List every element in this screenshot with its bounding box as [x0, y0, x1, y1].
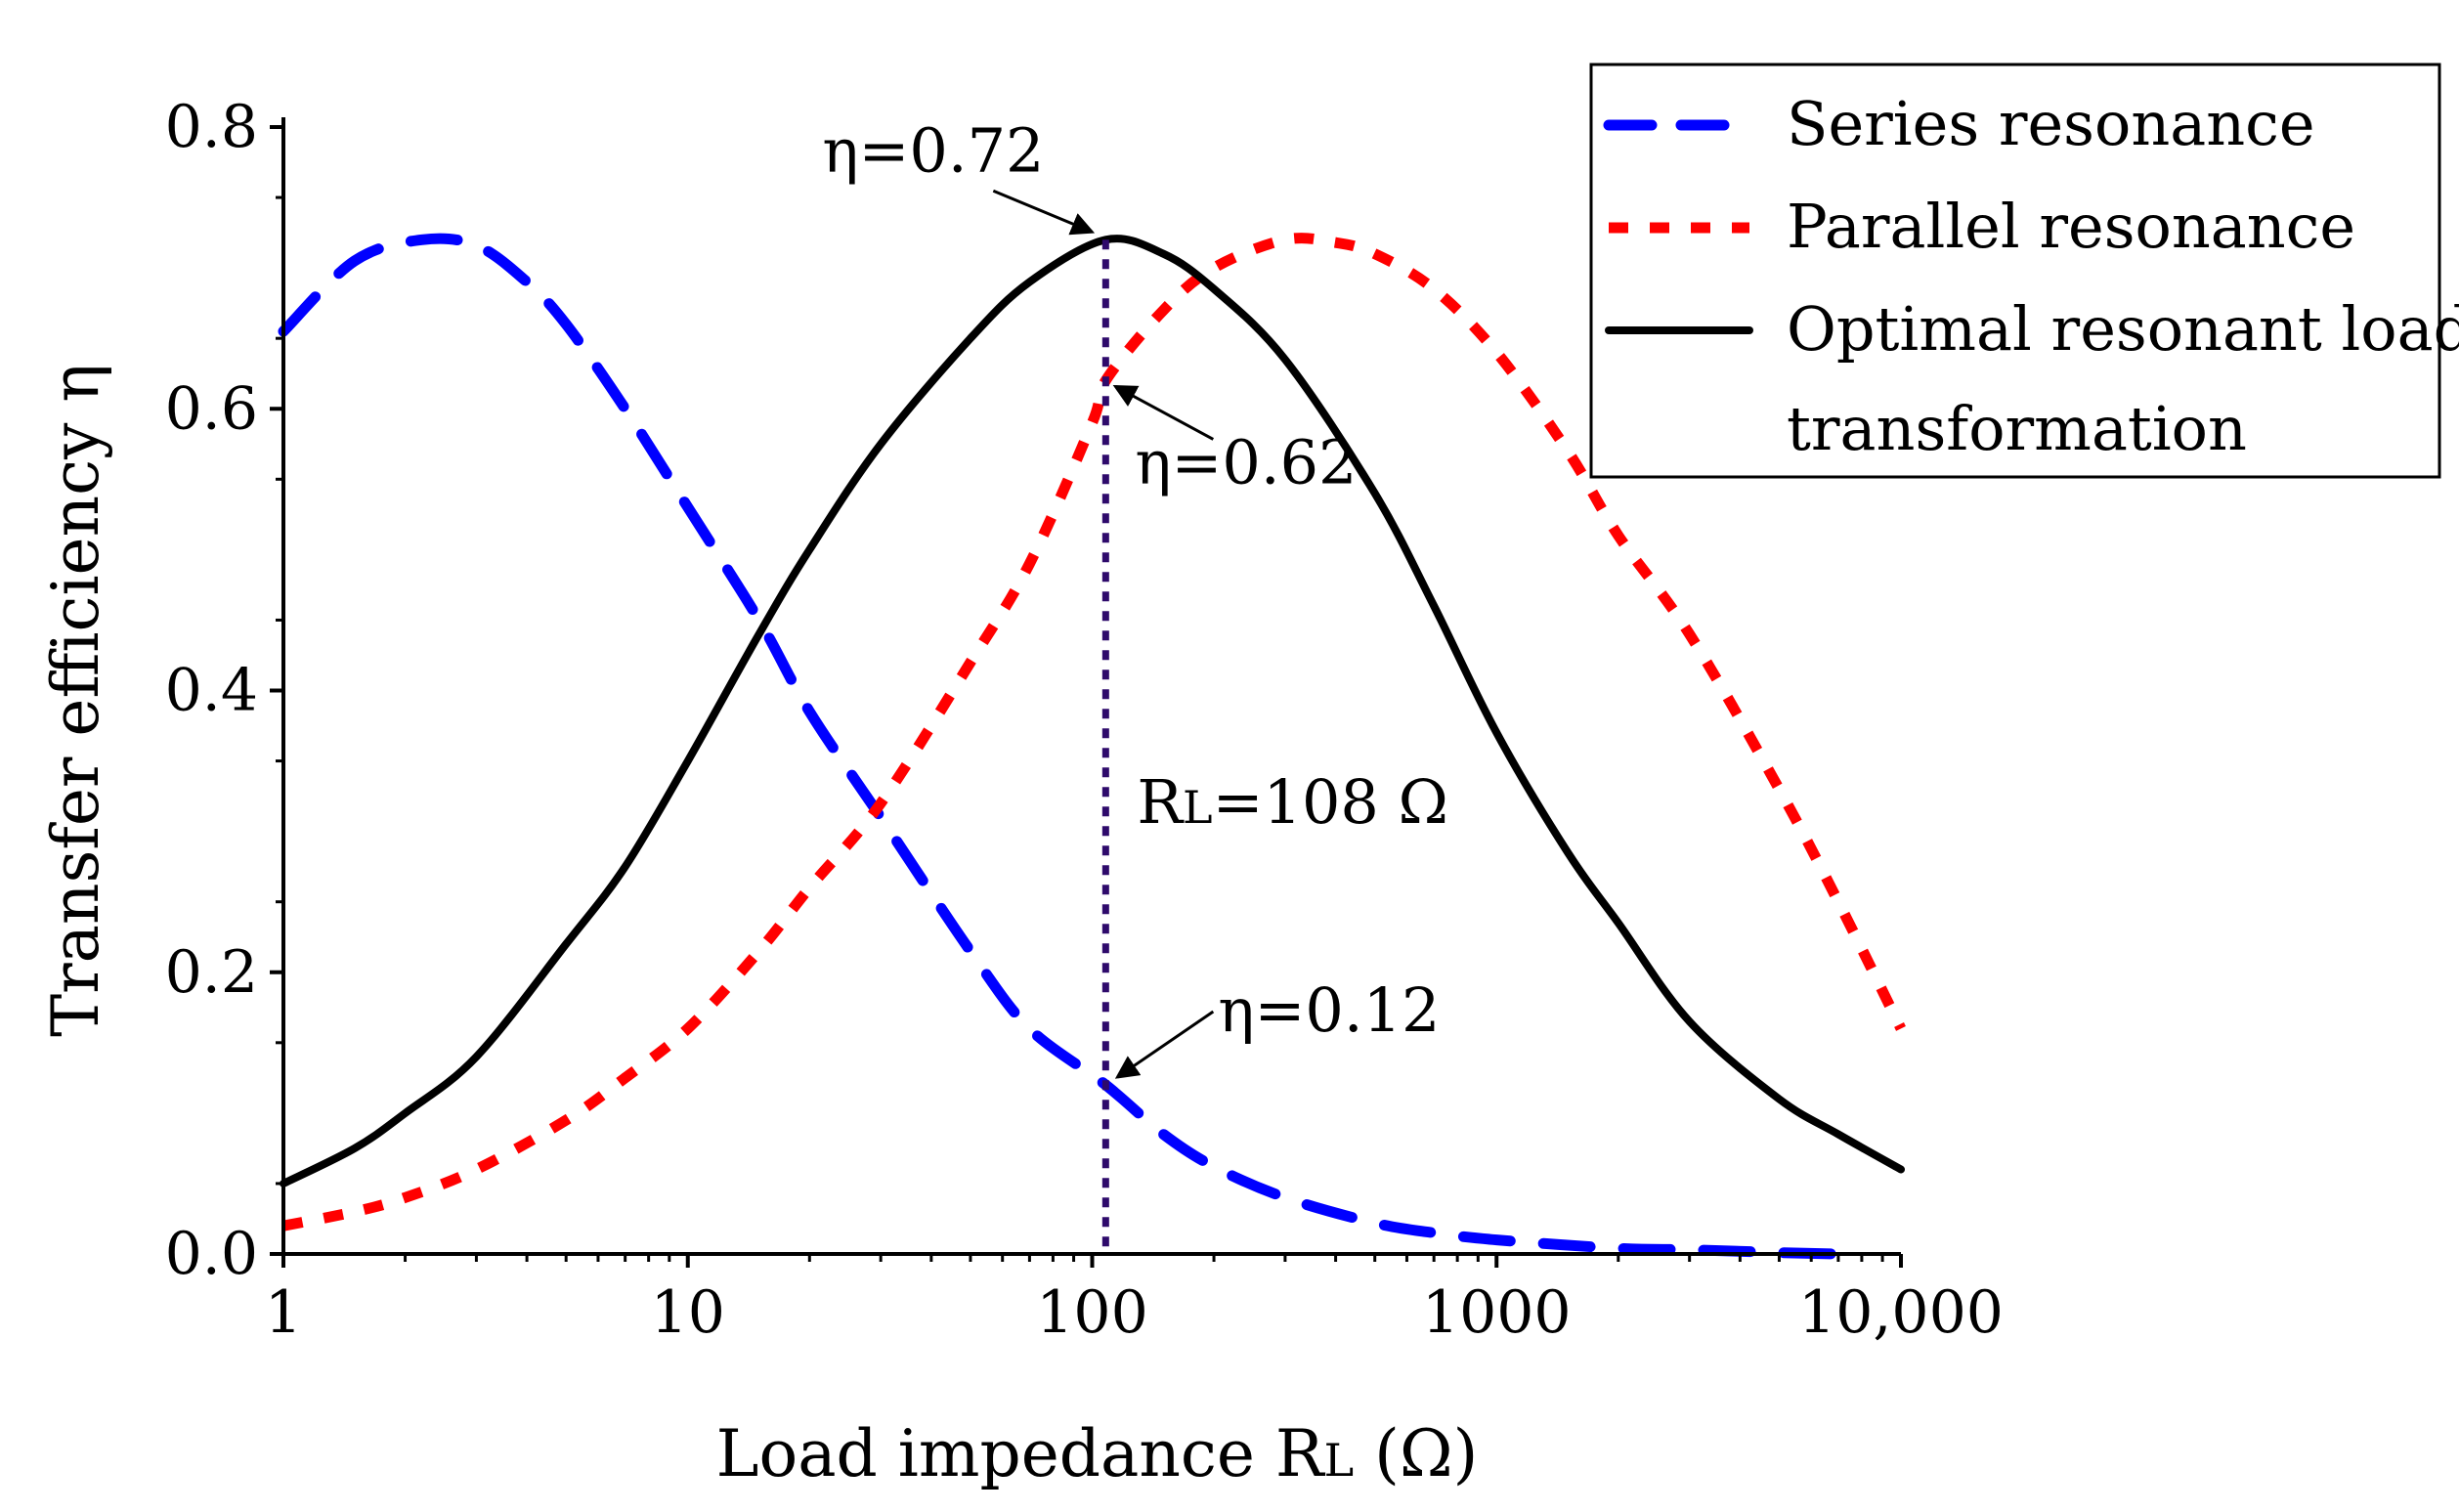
annotation-arrow: [992, 189, 1096, 236]
x-tick-label: 100: [1036, 1278, 1148, 1347]
y-axis-title: Transfer efficiency η: [38, 364, 113, 1037]
y-tick-label: 0.6: [165, 374, 258, 443]
y-tick-label: 0.0: [165, 1220, 258, 1288]
legend-label-optimal-resonant-load-transformation: transformation: [1787, 393, 2247, 464]
x-tick-label: 10: [651, 1278, 725, 1347]
x-tick-label: 1000: [1422, 1278, 1572, 1347]
annotation-label: η=0.72: [822, 114, 1044, 186]
x-tick-label: 10,000: [1798, 1278, 2004, 1347]
legend-box: [1589, 63, 2441, 479]
y-tick-label: 0.2: [165, 938, 258, 1007]
annotation-label: η=0.62: [1135, 426, 1357, 497]
annotation-label: η=0.12: [1218, 974, 1440, 1046]
x-axis-title: Load impedance RL (Ω): [716, 1416, 1479, 1491]
y-tick-label: 0.4: [165, 657, 258, 725]
legend-label-series-resonance: Series resonance: [1787, 88, 2315, 159]
legend-label-optimal-resonant-load-transformation: Optimal resonant load: [1787, 293, 2459, 365]
reference-line-layer: RL=108 Ω: [1101, 239, 1448, 1254]
reference-line-label: RL=108 Ω: [1137, 766, 1448, 838]
legend: Series resonance Parallel resonance Optima…: [1589, 63, 2459, 479]
legend-label-parallel-resonance: Parallel resonance: [1787, 191, 2355, 262]
annotation-arrow: [1112, 384, 1215, 441]
annotation-layer: η=0.72 η=0.62 η=0.12: [822, 114, 1440, 1079]
y-tick-label: 0.8: [165, 93, 258, 161]
axes-layer: 0.0 0.2 0.4 0.6 0.8 1 10 100 1000 10,000 Load impe…: [38, 93, 2004, 1491]
series-line-series-resonance: [278, 233, 1844, 1260]
annotation-arrow: [1114, 1010, 1215, 1079]
x-tick-label: 1: [265, 1278, 302, 1347]
